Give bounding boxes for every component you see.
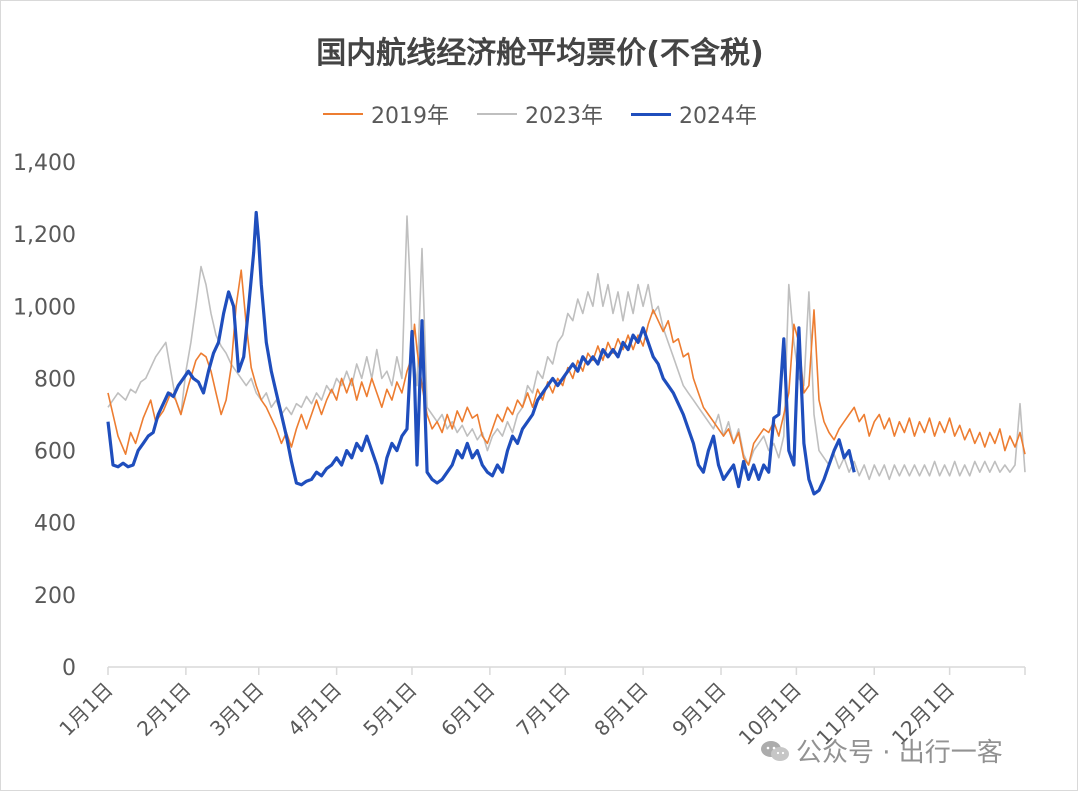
x-tick-label: 5月1日	[358, 678, 421, 741]
y-tick-label: 1,000	[13, 295, 76, 320]
watermark-text: 公众号 · 出行一客	[796, 738, 1003, 768]
x-tick-label: 1月1日	[54, 678, 117, 741]
legend-swatch-2024	[631, 112, 671, 116]
y-tick-label: 1,200	[13, 223, 76, 248]
y-tick-label: 800	[34, 367, 76, 392]
legend-swatch-2019	[323, 113, 363, 115]
x-tick-label: 9月1日	[667, 678, 730, 741]
y-tick-label: 600	[34, 440, 76, 465]
legend-item-2023: 2023年	[477, 98, 603, 130]
chart-legend: 2019年 2023年 2024年	[0, 98, 1080, 130]
x-tick-label: 6月1日	[436, 678, 499, 741]
legend-item-2019: 2019年	[323, 98, 449, 130]
watermark: 公众号 · 出行一客	[760, 732, 1003, 769]
legend-label-2024: 2024年	[679, 104, 757, 129]
y-tick-label: 1,400	[13, 151, 76, 176]
y-axis-ticks: 0 200 400 600 800 1,000 1,200 1,400	[13, 151, 76, 681]
x-tick-label: 2月1日	[132, 678, 195, 741]
series-line-2019	[107, 269, 1026, 466]
legend-item-2024: 2024年	[631, 98, 757, 130]
y-tick-label: 0	[62, 656, 76, 681]
x-tick-label: 7月1日	[512, 678, 575, 741]
wechat-icon	[761, 740, 789, 761]
chart-title: 国内航线经济舱平均票价(不含税)	[316, 36, 764, 71]
legend-swatch-2023	[477, 113, 517, 115]
x-tick-label: 8月1日	[589, 678, 652, 741]
series-layer	[106, 210, 1026, 496]
x-tick-label: 4月1日	[283, 678, 346, 741]
y-tick-label: 200	[34, 584, 76, 609]
series-line-2023	[107, 215, 1026, 481]
series-line-2024	[106, 210, 856, 496]
x-tick-label: 3月1日	[205, 678, 268, 741]
legend-label-2023: 2023年	[525, 104, 603, 129]
legend-label-2019: 2019年	[371, 104, 449, 129]
y-tick-label: 400	[34, 512, 76, 537]
